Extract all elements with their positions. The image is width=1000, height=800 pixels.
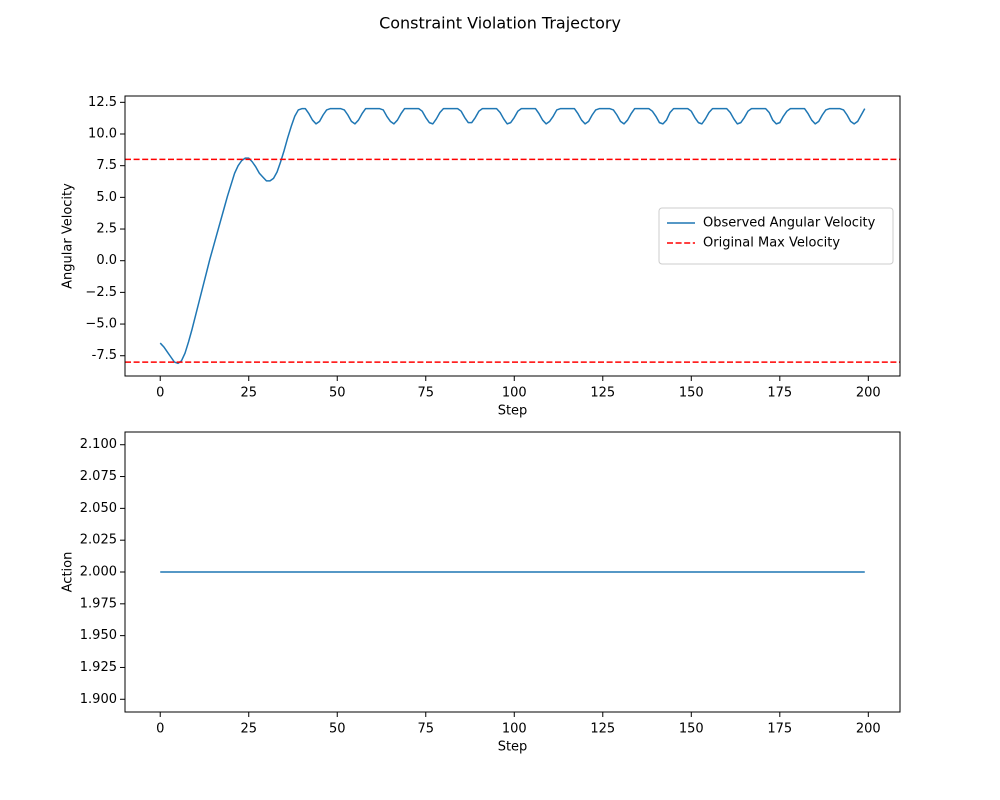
y-tick-label: 1.900 — [80, 692, 117, 707]
x-tick-label: 0 — [156, 722, 164, 737]
axes-frame — [124, 431, 901, 713]
x-tick-label: 25 — [240, 722, 257, 737]
y-tick-label: 2.050 — [80, 501, 117, 516]
y-tick-label: 5.0 — [96, 190, 117, 205]
axes-frame — [124, 95, 901, 377]
y-tick-label: 1.925 — [80, 660, 117, 675]
x-tick-label: 75 — [417, 722, 434, 737]
x-tick-label: 175 — [767, 386, 792, 401]
legend-label: Observed Angular Velocity — [703, 216, 876, 231]
x-axis-label: Step — [498, 740, 528, 755]
y-tick-label: 0.0 — [96, 253, 117, 268]
y-tick-label: 2.000 — [80, 565, 117, 580]
figure-title: Constraint Violation Trajectory — [379, 14, 621, 33]
x-tick-label: 200 — [856, 386, 881, 401]
y-tick-label: 10.0 — [88, 127, 117, 142]
x-tick-label: 125 — [590, 722, 615, 737]
y-tick-label: −5.0 — [85, 317, 117, 332]
legend: Observed Angular Velocity Original Max Ve… — [658, 207, 894, 265]
y-tick-label: 7.5 — [96, 158, 117, 173]
y-tick-label: 12.5 — [88, 95, 117, 110]
y-tick-label: 1.950 — [80, 628, 117, 643]
x-tick-label: 150 — [679, 722, 704, 737]
x-tick-label: 150 — [679, 386, 704, 401]
x-axis-label: Step — [498, 404, 528, 419]
y-axis-label: Angular Velocity — [61, 183, 76, 289]
x-tick-label: 125 — [590, 386, 615, 401]
x-tick-label: 50 — [329, 722, 346, 737]
data-line — [159, 107, 866, 365]
y-tick-label: 2.025 — [80, 533, 117, 548]
x-tick-label: 0 — [156, 386, 164, 401]
x-tick-label: 75 — [417, 386, 434, 401]
x-tick-label: 100 — [502, 386, 527, 401]
y-tick-label: 2.075 — [80, 469, 117, 484]
y-tick-label: 1.975 — [80, 596, 117, 611]
plot-area — [125, 107, 900, 365]
legend-label: Original Max Velocity — [703, 236, 840, 251]
legend-box — [658, 207, 894, 265]
y-tick-label: -7.5 — [92, 348, 117, 363]
x-tick-label: 100 — [502, 722, 527, 737]
y-tick-label: 2.100 — [80, 437, 117, 452]
x-tick-label: 200 — [856, 722, 881, 737]
y-tick-label: 2.5 — [96, 222, 117, 237]
y-tick-label: −2.5 — [85, 285, 117, 300]
x-tick-label: 175 — [767, 722, 792, 737]
y-axis-label: Action — [61, 552, 76, 593]
x-tick-label: 25 — [240, 386, 257, 401]
x-tick-label: 50 — [329, 386, 346, 401]
